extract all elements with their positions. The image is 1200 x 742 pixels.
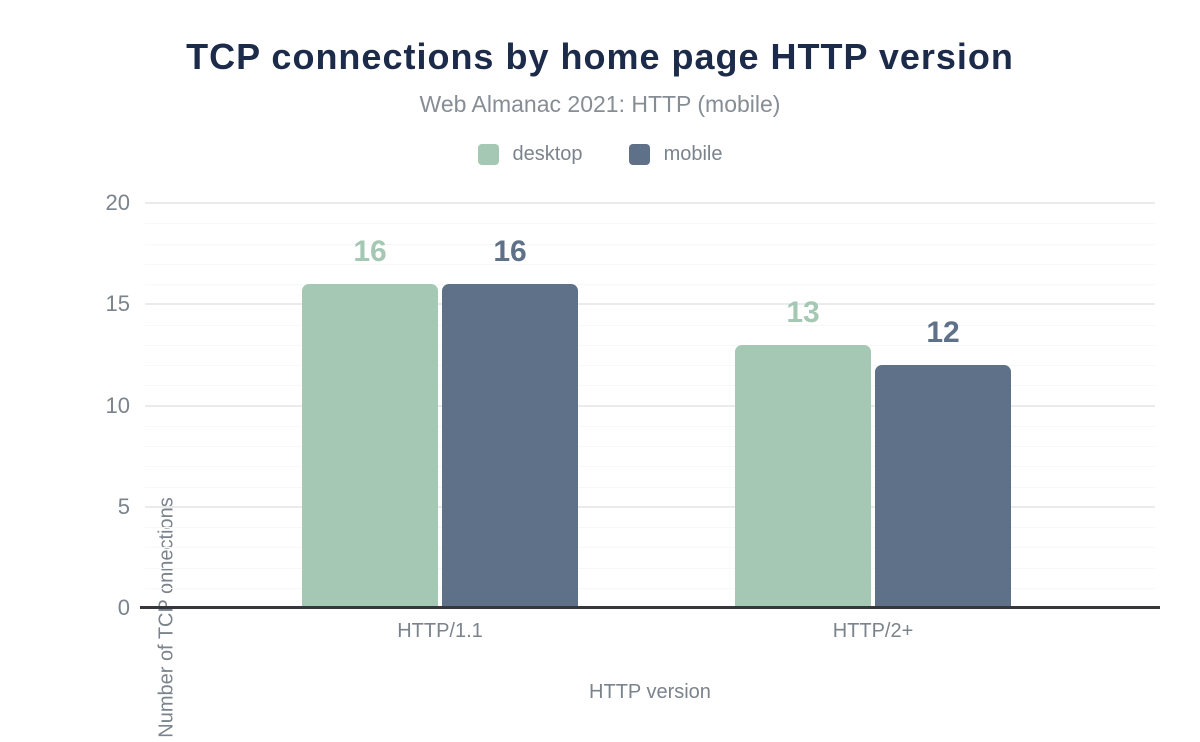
- y-tick-label: 10: [105, 392, 130, 418]
- minor-gridline: [145, 324, 1155, 326]
- legend-item-mobile: mobile: [628, 143, 723, 166]
- bar-value-label: 16: [493, 235, 527, 268]
- y-tick-label: 5: [117, 493, 130, 519]
- legend: desktop mobile: [0, 143, 1200, 166]
- minor-gridline: [145, 587, 1155, 589]
- x-category-label: HTTP/1.1: [397, 620, 483, 642]
- bar-value-label: 12: [926, 316, 960, 349]
- bar-desktop-http11: [302, 284, 438, 608]
- legend-label-mobile: mobile: [663, 143, 723, 165]
- desktop-swatch: [477, 144, 499, 165]
- mobile-swatch: [628, 144, 650, 165]
- minor-gridline: [145, 466, 1155, 468]
- minor-gridline: [145, 446, 1155, 447]
- major-gridline: [145, 505, 1155, 508]
- minor-gridline: [145, 243, 1155, 245]
- x-axis-line: [140, 606, 1160, 609]
- minor-gridline: [145, 567, 1155, 569]
- minor-gridline: [145, 365, 1155, 366]
- x-category-label: HTTP/2+: [832, 620, 914, 642]
- plot-area: Number of TCP onnections 16 16 13 12: [145, 202, 1155, 738]
- bar-mobile-http2: [875, 365, 1011, 608]
- minor-gridline: [145, 263, 1155, 265]
- bar-value-label: 13: [786, 295, 820, 329]
- minor-gridline: [145, 486, 1155, 488]
- bar-desktop-http2: [735, 344, 871, 609]
- y-tick-label: 20: [105, 190, 130, 215]
- bar-value-label: 16: [353, 235, 387, 268]
- bar-mobile-http11: [442, 284, 578, 608]
- minor-gridline: [145, 547, 1155, 549]
- y-tick-label: 0: [117, 595, 130, 620]
- legend-label-desktop: desktop: [512, 143, 583, 165]
- minor-gridline: [145, 385, 1155, 387]
- y-tick-label: 15: [105, 291, 130, 317]
- legend-item-desktop: desktop: [477, 143, 583, 166]
- major-gridline: [145, 303, 1155, 306]
- chart-title: TCP connections by home page HTTP versio…: [186, 36, 1014, 77]
- minor-gridline: [145, 223, 1155, 225]
- x-axis-title: HTTP version: [589, 681, 711, 703]
- minor-gridline: [145, 344, 1155, 346]
- minor-gridline: [145, 425, 1155, 427]
- minor-gridline: [145, 284, 1155, 285]
- minor-gridline: [145, 527, 1155, 528]
- major-gridline: [145, 202, 1155, 204]
- major-gridline: [145, 404, 1155, 407]
- chart-subtitle: Web Almanac 2021: HTTP (mobile): [419, 91, 781, 117]
